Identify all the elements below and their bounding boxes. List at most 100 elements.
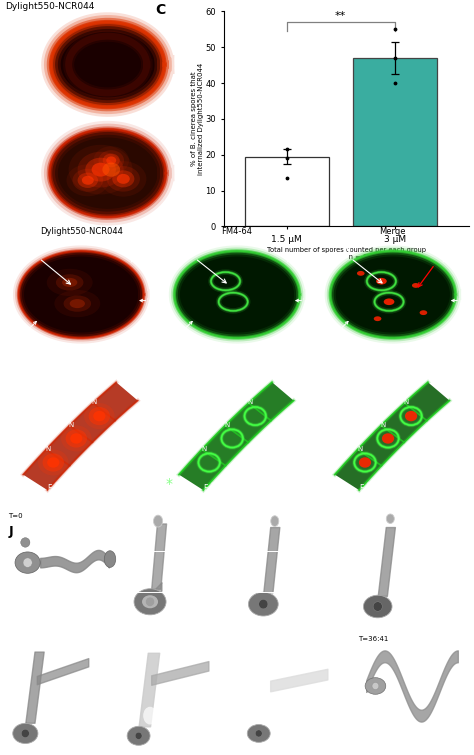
Ellipse shape (386, 514, 394, 523)
Y-axis label: % of B. cinerea spores that
internalized Dylight550-NCR044: % of B. cinerea spores that internalized… (191, 63, 204, 175)
Ellipse shape (271, 516, 279, 526)
Circle shape (255, 730, 262, 737)
Text: *: * (321, 477, 328, 492)
Ellipse shape (78, 173, 98, 188)
Circle shape (135, 732, 142, 739)
Circle shape (405, 411, 417, 421)
Polygon shape (179, 382, 294, 490)
Bar (133, 550, 184, 592)
Ellipse shape (357, 271, 365, 276)
Text: G: G (8, 371, 17, 381)
Circle shape (359, 458, 371, 467)
Text: F: F (183, 450, 188, 459)
Polygon shape (335, 382, 449, 490)
Ellipse shape (18, 251, 144, 338)
Text: N: N (31, 245, 38, 254)
Ellipse shape (100, 161, 146, 196)
X-axis label: Total number of spores counted per each group
              n = 632: Total number of spores counted per each … (267, 247, 426, 260)
Text: I: I (319, 371, 324, 381)
Ellipse shape (85, 158, 116, 181)
Ellipse shape (107, 166, 140, 192)
Circle shape (89, 407, 110, 425)
Text: N: N (201, 445, 207, 451)
Ellipse shape (365, 678, 386, 695)
Ellipse shape (419, 310, 427, 315)
Circle shape (47, 458, 59, 467)
Ellipse shape (62, 278, 77, 287)
Text: *: * (102, 640, 108, 653)
Title: Merge: Merge (380, 227, 406, 236)
Text: E: E (164, 239, 171, 249)
Circle shape (373, 602, 383, 612)
Text: F: F (203, 484, 208, 493)
Ellipse shape (330, 251, 456, 338)
Circle shape (93, 411, 105, 421)
Text: T=3:55: T=3:55 (242, 513, 267, 519)
Text: T=15:51: T=15:51 (125, 636, 155, 643)
Text: F: F (27, 450, 32, 459)
Ellipse shape (66, 165, 109, 196)
Text: N: N (91, 399, 97, 405)
Bar (353, 58, 437, 226)
Ellipse shape (99, 150, 124, 171)
Bar (245, 156, 328, 226)
Ellipse shape (376, 278, 387, 285)
Circle shape (372, 683, 379, 689)
Text: N: N (343, 245, 350, 254)
Text: T=0: T=0 (8, 513, 23, 519)
Ellipse shape (174, 251, 300, 338)
Circle shape (43, 454, 64, 472)
Ellipse shape (78, 152, 124, 187)
Title: FM4-64: FM4-64 (221, 227, 253, 236)
Ellipse shape (73, 169, 103, 192)
Ellipse shape (127, 726, 150, 745)
Ellipse shape (154, 515, 163, 527)
Circle shape (70, 433, 82, 444)
Polygon shape (23, 382, 138, 490)
Text: F: F (319, 239, 327, 249)
Ellipse shape (106, 156, 116, 165)
Text: A: A (40, 18, 49, 29)
Text: D: D (8, 239, 17, 249)
Text: J: J (8, 525, 13, 538)
Text: N: N (357, 445, 363, 451)
Ellipse shape (134, 589, 166, 615)
Text: F: F (12, 401, 17, 410)
Ellipse shape (383, 298, 394, 305)
Ellipse shape (103, 153, 120, 167)
Ellipse shape (91, 162, 109, 177)
Bar (247, 550, 299, 592)
Ellipse shape (364, 595, 392, 618)
Circle shape (65, 430, 87, 448)
Text: B: B (40, 127, 49, 137)
Ellipse shape (69, 145, 133, 195)
Text: N: N (225, 422, 230, 428)
Ellipse shape (258, 695, 275, 718)
Text: *: * (165, 477, 172, 492)
Text: N: N (403, 399, 409, 405)
Ellipse shape (117, 174, 130, 183)
Text: T=9:51: T=9:51 (8, 636, 34, 643)
Ellipse shape (102, 162, 120, 177)
Ellipse shape (47, 269, 92, 296)
Text: F: F (324, 401, 328, 410)
Circle shape (21, 729, 29, 738)
Text: T=36:41: T=36:41 (358, 636, 389, 643)
Text: C: C (155, 3, 166, 17)
Ellipse shape (142, 595, 158, 609)
Text: Dylight550-NCR044: Dylight550-NCR044 (5, 2, 94, 11)
Ellipse shape (15, 552, 40, 573)
Text: *: * (332, 513, 338, 526)
Ellipse shape (55, 290, 100, 317)
Text: **: ** (335, 11, 346, 21)
Text: T= 36:41: T= 36:41 (242, 636, 274, 643)
Ellipse shape (143, 707, 157, 725)
Text: F: F (359, 484, 364, 493)
Text: *: * (190, 599, 196, 609)
Ellipse shape (412, 283, 419, 288)
Circle shape (23, 558, 32, 567)
Text: *: * (452, 511, 458, 524)
Ellipse shape (13, 723, 38, 744)
Text: N: N (247, 399, 253, 405)
Ellipse shape (248, 592, 278, 616)
